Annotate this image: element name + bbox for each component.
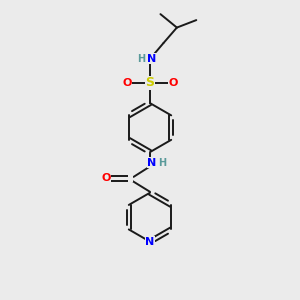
Text: N: N: [147, 54, 156, 64]
Bar: [138, 55, 145, 63]
Bar: [148, 55, 155, 63]
Text: H: H: [138, 54, 146, 64]
Text: N: N: [146, 237, 154, 247]
Text: N: N: [147, 158, 156, 167]
Bar: [128, 175, 133, 182]
Text: O: O: [122, 78, 131, 88]
Bar: [148, 159, 155, 166]
Text: O: O: [101, 173, 110, 183]
Text: O: O: [169, 78, 178, 88]
Bar: [159, 159, 166, 166]
Text: S: S: [146, 76, 154, 89]
Text: H: H: [158, 158, 166, 167]
